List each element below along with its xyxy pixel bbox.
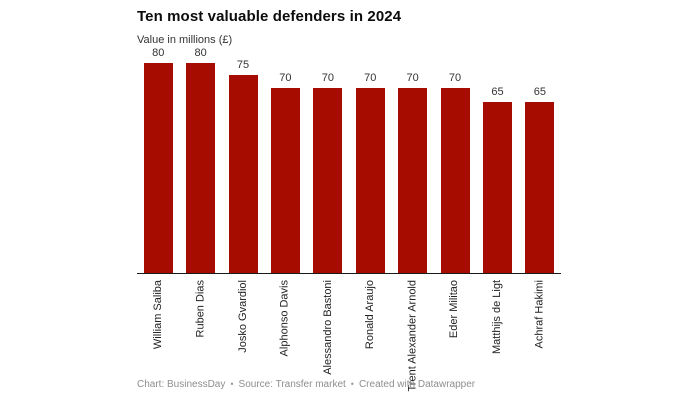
bar xyxy=(313,88,343,273)
footer-separator: • xyxy=(230,379,234,389)
bar xyxy=(228,75,258,273)
x-tick-label: Alessandro Bastoni xyxy=(321,280,334,375)
bar-column: 70 xyxy=(434,47,476,273)
bar-column: 75 xyxy=(222,47,264,273)
x-tick-column: Matthijs de Ligt xyxy=(476,274,518,376)
x-tick-column: Achraf Hakimi xyxy=(519,274,561,376)
x-tick-label: Matthijs de Ligt xyxy=(490,280,503,354)
x-tick-label: William Saliba xyxy=(151,280,164,350)
x-tick-label: Trent Alexander Arnold xyxy=(406,280,419,392)
x-tick-label: Ruben Dias xyxy=(194,280,207,338)
bar-column: 70 xyxy=(391,47,433,273)
bar xyxy=(186,63,216,273)
x-tick-label: Alphonso Davis xyxy=(278,280,291,357)
bar-value-label: 70 xyxy=(406,72,419,84)
footer-source: Source: Transfer market xyxy=(238,379,346,390)
x-tick-column: Alessandro Bastoni xyxy=(307,274,349,376)
x-axis-labels: William Saliba Ruben Dias Josko Gvardiol Al… xyxy=(137,274,561,392)
bar xyxy=(525,102,555,273)
x-tick-column: Ruben Dias xyxy=(179,274,221,376)
bar xyxy=(398,88,428,273)
bar-column: 70 xyxy=(349,47,391,273)
x-tick-column: Eder Militao xyxy=(434,274,476,376)
chart-subtitle: Value in millions (£) xyxy=(137,34,233,46)
bar-column: 65 xyxy=(476,47,518,273)
bar xyxy=(143,63,173,273)
bar xyxy=(355,88,385,273)
x-tick-label: Achraf Hakimi xyxy=(533,280,546,349)
bars-area: 80 80 75 70 70 70 70 70 65 65 xyxy=(137,47,561,274)
x-tick-column: Trent Alexander Arnold xyxy=(391,274,433,392)
bar-value-label: 70 xyxy=(448,72,462,84)
footer-chart-credit: Chart: BusinessDay xyxy=(137,379,226,390)
x-tick-column: Alphonso Davis xyxy=(264,274,306,376)
x-tick-column: William Saliba xyxy=(137,274,179,376)
bar-value-label: 70 xyxy=(364,72,377,84)
bar xyxy=(270,88,300,273)
bar-column: 65 xyxy=(519,47,561,273)
bar xyxy=(482,102,512,273)
footer-created-link[interactable]: Created with Datawrapper xyxy=(358,379,476,390)
bar-column: 80 xyxy=(179,47,221,273)
bar xyxy=(440,88,470,273)
bar-value-label: 70 xyxy=(321,72,334,84)
chart-footer: Chart: BusinessDay • Source: Transfer mark… xyxy=(137,379,475,390)
bar-column: 80 xyxy=(137,47,179,273)
bar-value-label: 65 xyxy=(491,86,504,98)
bar-value-label: 80 xyxy=(152,47,165,59)
bar-column: 70 xyxy=(307,47,349,273)
bar-value-label: 75 xyxy=(236,59,250,71)
x-tick-column: Ronald Araujo xyxy=(349,274,391,376)
x-tick-column: Josko Gvardiol xyxy=(222,274,264,376)
x-tick-label: Eder Militao xyxy=(448,280,461,339)
x-tick-label: Josko Gvardiol xyxy=(236,280,249,353)
bar-value-label: 80 xyxy=(194,47,207,59)
bar-chart: 80 80 75 70 70 70 70 70 65 65 William Saliba Ruben… xyxy=(137,47,561,392)
bar-value-label: 65 xyxy=(533,86,546,98)
x-tick-label: Ronald Araujo xyxy=(363,280,376,350)
footer-separator: • xyxy=(350,379,354,389)
bar-value-label: 70 xyxy=(279,72,292,84)
chart-title: Ten most valuable defenders in 2024 xyxy=(137,8,402,25)
bar-column: 70 xyxy=(264,47,306,273)
